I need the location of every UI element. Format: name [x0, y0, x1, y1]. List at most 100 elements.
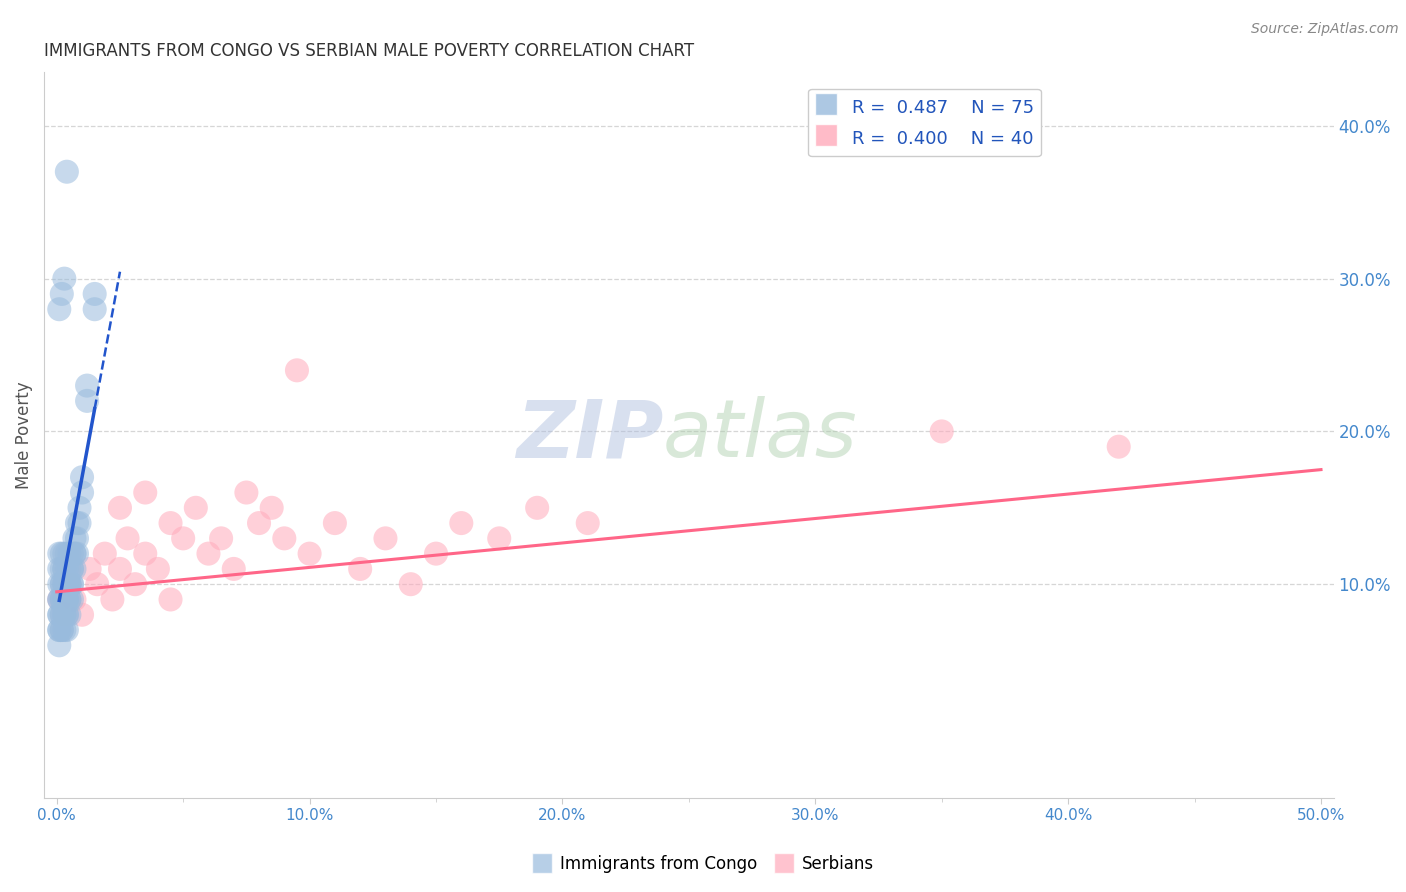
- Point: [66, 547, 89, 561]
- Point: [70, 607, 93, 622]
- Point: [58, 577, 80, 591]
- Point: [53, 607, 76, 622]
- Point: [76, 378, 98, 392]
- Point: [48, 607, 70, 622]
- Point: [60, 562, 83, 576]
- Point: [931, 425, 953, 439]
- Point: [117, 532, 139, 546]
- Point: [63, 547, 86, 561]
- Point: [60, 547, 83, 561]
- Point: [53, 271, 76, 285]
- Text: ZIP: ZIP: [516, 396, 664, 475]
- Point: [53, 623, 76, 637]
- Point: [53, 577, 76, 591]
- Point: [94, 547, 117, 561]
- Point: [134, 547, 156, 561]
- Point: [58, 607, 80, 622]
- Point: [58, 592, 80, 607]
- Point: [197, 547, 219, 561]
- Point: [60, 592, 83, 607]
- Point: [108, 500, 131, 515]
- Point: [48, 562, 70, 576]
- Point: [51, 592, 73, 607]
- Point: [60, 577, 83, 591]
- Point: [134, 485, 156, 500]
- Point: [56, 547, 79, 561]
- Point: [60, 562, 83, 576]
- Point: [576, 516, 599, 530]
- Point: [1108, 440, 1130, 454]
- Point: [53, 562, 76, 576]
- Point: [51, 547, 73, 561]
- Point: [48, 592, 70, 607]
- Point: [108, 562, 131, 576]
- Text: IMMIGRANTS FROM CONGO VS SERBIAN MALE POVERTY CORRELATION CHART: IMMIGRANTS FROM CONGO VS SERBIAN MALE PO…: [44, 42, 695, 60]
- Point: [70, 470, 93, 484]
- Point: [56, 592, 79, 607]
- Point: [399, 577, 422, 591]
- Point: [425, 547, 447, 561]
- Point: [51, 623, 73, 637]
- Point: [58, 577, 80, 591]
- Point: [56, 623, 79, 637]
- Point: [374, 532, 396, 546]
- Text: Source: ZipAtlas.com: Source: ZipAtlas.com: [1251, 22, 1399, 37]
- Point: [53, 592, 76, 607]
- Point: [209, 532, 232, 546]
- Point: [48, 302, 70, 317]
- Point: [450, 516, 472, 530]
- Point: [76, 393, 98, 408]
- Point: [51, 562, 73, 576]
- Point: [51, 287, 73, 301]
- Point: [83, 302, 105, 317]
- Point: [56, 577, 79, 591]
- Point: [69, 516, 91, 530]
- Point: [70, 485, 93, 500]
- Point: [69, 500, 91, 515]
- Point: [60, 577, 83, 591]
- Point: [48, 623, 70, 637]
- Point: [247, 516, 270, 530]
- Point: [53, 562, 76, 576]
- Point: [53, 607, 76, 622]
- Point: [56, 592, 79, 607]
- Point: [51, 577, 73, 591]
- Point: [159, 592, 181, 607]
- Point: [124, 577, 146, 591]
- Point: [86, 577, 108, 591]
- Point: [58, 592, 80, 607]
- Point: [63, 532, 86, 546]
- Point: [53, 607, 76, 622]
- Point: [298, 547, 321, 561]
- Point: [48, 623, 70, 637]
- Point: [260, 500, 283, 515]
- Point: [53, 592, 76, 607]
- Point: [285, 363, 308, 377]
- Point: [56, 607, 79, 622]
- Legend: Immigrants from Congo, Serbians: Immigrants from Congo, Serbians: [524, 848, 882, 880]
- Point: [56, 165, 79, 179]
- Point: [349, 562, 371, 576]
- Point: [58, 562, 80, 576]
- Point: [48, 592, 70, 607]
- Text: atlas: atlas: [664, 396, 858, 475]
- Point: [58, 547, 80, 561]
- Point: [184, 500, 207, 515]
- Point: [58, 577, 80, 591]
- Point: [48, 607, 70, 622]
- Point: [273, 532, 295, 546]
- Point: [159, 516, 181, 530]
- Point: [53, 577, 76, 591]
- Point: [222, 562, 245, 576]
- Point: [56, 577, 79, 591]
- Point: [48, 592, 70, 607]
- Point: [51, 592, 73, 607]
- Point: [235, 485, 257, 500]
- Point: [83, 287, 105, 301]
- Point: [323, 516, 346, 530]
- Point: [51, 607, 73, 622]
- Point: [53, 547, 76, 561]
- Point: [51, 607, 73, 622]
- Point: [48, 577, 70, 591]
- Point: [58, 577, 80, 591]
